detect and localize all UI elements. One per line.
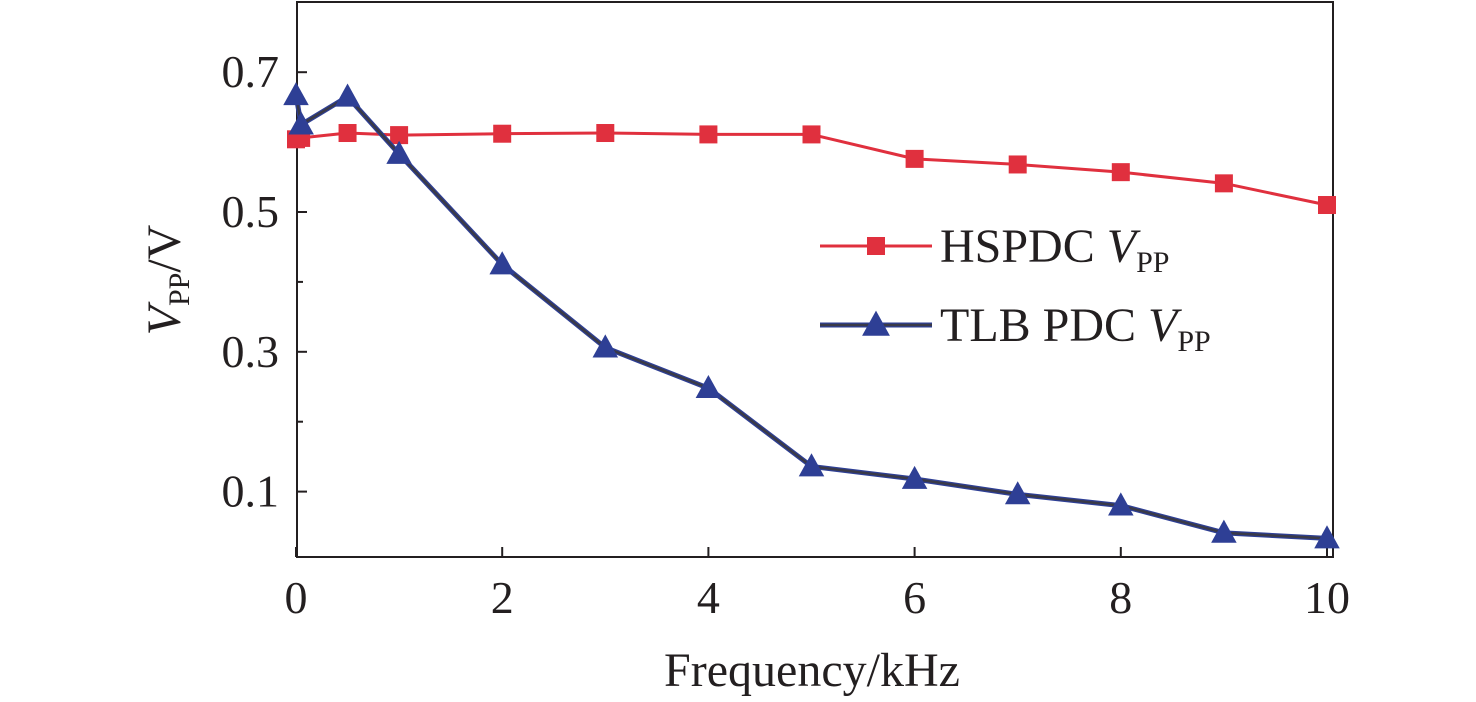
data-point [695,374,722,399]
data-point [1211,519,1237,543]
x-tick-label: 2 [491,572,514,623]
y-tick-label: 0.1 [222,466,280,517]
legend-label: HSPDC VPP [940,220,1169,279]
series-line [295,131,1328,207]
data-point [283,82,309,106]
x-tick-label: 10 [1304,572,1350,623]
data-point [386,140,412,164]
data-point [288,111,314,135]
data-point [1318,196,1336,215]
x-tick-label: 4 [697,572,720,623]
y-axis-ticks: 0.1 0.3 0.5 0.7 [222,46,307,517]
data-point [1314,525,1340,549]
data-point [1004,481,1031,505]
data-point [901,465,928,489]
data-point [592,334,619,358]
x-tick-label: 6 [903,572,926,623]
data-point [699,125,718,144]
data-point [334,83,361,107]
legend-item-hspdc: HSPDC VPP [820,220,1169,279]
data-point [905,149,924,168]
legend-item-tlb-pdc: TLB PDC VPP [820,299,1211,358]
data-point [1111,163,1130,182]
legend-marker [862,310,890,336]
x-tick-label: 0 [285,572,308,623]
x-axis-title: Frequency/kHz [664,644,960,697]
y-axis-title: VPP/V [138,224,196,335]
y-tick-label: 0.7 [222,46,280,97]
series-layer [283,82,1340,549]
x-axis-ticks: 0 2 4 6 8 10 [285,547,1350,623]
data-point [802,125,821,144]
legend: HSPDC VPP TLB PDC VPP [820,220,1211,358]
y-tick-label: 0.3 [222,326,280,377]
plot-frame [296,1,1334,558]
data-point [1108,492,1134,516]
y-axis-title-sub: PP [163,273,196,306]
x-tick-label: 8 [1109,572,1132,623]
y-tick-label: 0.5 [222,186,280,237]
data-point [338,124,357,143]
data-point [798,453,825,477]
legend-marker [867,237,885,255]
y-axis-title-unit: /V [138,224,191,272]
data-point [596,124,615,143]
y-axis-title-var: V [138,301,191,335]
data-point [489,251,515,275]
data-point [1214,174,1233,193]
legend-label: TLB PDC VPP [940,299,1211,358]
data-point [1008,155,1027,174]
data-point [493,124,512,143]
series-tlb-pdc [283,82,1340,549]
data-point [390,126,409,145]
